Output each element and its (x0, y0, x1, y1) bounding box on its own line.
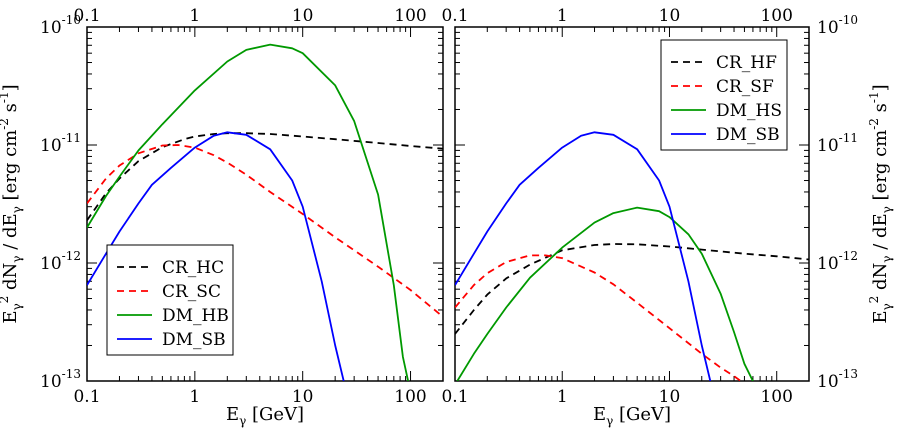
legend: CR_HF CR_SF DM_HS DM_SB (660, 39, 788, 151)
x-tick-label: 1 (189, 387, 200, 407)
series-group (455, 131, 809, 381)
y-tick-label: 10-13 (817, 367, 858, 392)
y-tick-label: 10-12 (40, 249, 81, 274)
legend-label: CR_HF (716, 53, 777, 73)
y-tick-label: 10-11 (817, 131, 858, 156)
x-tick-label: 10 (292, 387, 314, 407)
series-line-cr-hf (455, 243, 809, 335)
y-tick-label: 10-10 (817, 13, 858, 38)
x-tick-label-top: 0.1 (441, 6, 468, 26)
legend-label: DM_SB (716, 125, 780, 145)
legend-label: CR_HC (162, 258, 224, 278)
x-tick-label-top: 100 (760, 6, 792, 26)
plot-frame (454, 26, 810, 382)
x-tick-label-top: 100 (394, 6, 426, 26)
legend-label: DM_SB (162, 330, 226, 350)
legend-label: DM_HB (162, 306, 229, 326)
x-tick-label-top: 10 (292, 6, 314, 26)
x-axis-label: Eγ [GeV] (593, 404, 671, 428)
legend-box (660, 39, 788, 151)
x-tick-label: 100 (394, 387, 426, 407)
x-axis-label: Eγ [GeV] (226, 404, 304, 428)
legend-label: CR_SC (162, 282, 221, 302)
legend-box (106, 244, 234, 356)
left-panel: 0.1 1 10 100 0.1 1 10 100 10-13 10-12 10-11 10-10 Eγ… (0, 6, 444, 428)
y-tick-label: 10-11 (40, 131, 81, 156)
x-tick-label: 100 (760, 387, 792, 407)
y-axis-label: Eγ2 dNγ / dEγ [erg cm-2 s-1] (867, 84, 894, 323)
legend-label: DM_HS (716, 101, 782, 121)
series-line-cr-sc (87, 144, 443, 318)
series-line-cr-hc (87, 132, 443, 221)
x-tick-label-top: 1 (557, 6, 568, 26)
y-axis-label: Eγ2 dNγ / dEγ [erg cm-2 s-1] (0, 84, 24, 323)
series-line-dm-sb (87, 131, 345, 381)
series-line-dm-hb (87, 43, 409, 381)
x-tick-label-top: 10 (659, 6, 681, 26)
legend-label: CR_SF (716, 77, 774, 97)
x-tick-label: 0.1 (441, 387, 468, 407)
series-group (87, 43, 443, 381)
y-tick-label: 10-12 (817, 249, 858, 274)
series-line-cr-sf (455, 254, 743, 381)
x-tick-label: 0.1 (73, 387, 100, 407)
x-tick-label: 1 (557, 387, 568, 407)
plot-frame (86, 26, 444, 382)
y-tick-label: 10-10 (40, 13, 81, 38)
x-tick-label-top: 1 (189, 6, 200, 26)
x-tick-label-top: 0.1 (73, 6, 100, 26)
x-tick-label: 10 (659, 387, 681, 407)
y-tick-label: 10-13 (40, 367, 81, 392)
legend: CR_HC CR_SC DM_HB DM_SB (106, 244, 234, 356)
series-line-dm-hs (456, 206, 754, 381)
series-line-dm-sb (455, 131, 712, 381)
right-panel: 0.1 1 10 100 0.1 1 10 100 10-13 10-12 10-11 10-10 Eγ… (441, 6, 894, 428)
